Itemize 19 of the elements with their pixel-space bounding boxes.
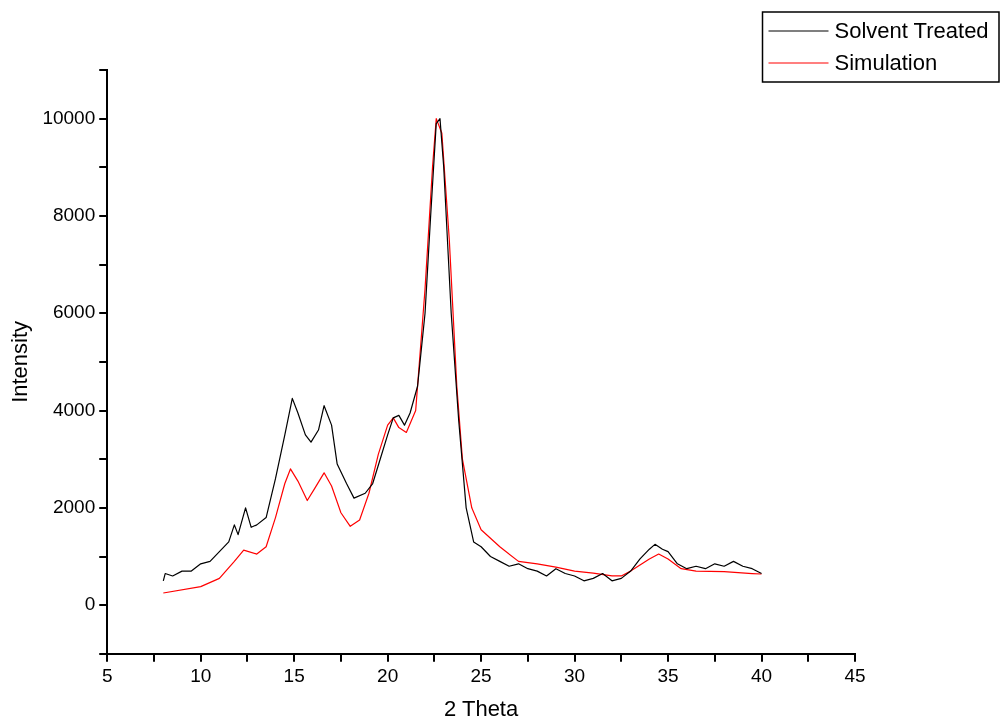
- y-tick-label: 2000: [52, 496, 96, 518]
- x-tick-label: 45: [844, 665, 866, 687]
- x-tick-label: 30: [564, 665, 586, 687]
- y-axis-title: Intensity: [7, 320, 33, 403]
- x-tick-label: 40: [750, 665, 773, 687]
- y-tick-label: 6000: [52, 301, 96, 323]
- legend-label: Solvent Treated: [834, 18, 989, 44]
- x-tick-label: 10: [190, 665, 212, 687]
- legend-label: Simulation: [834, 50, 938, 76]
- x-tick-label: 20: [377, 665, 399, 687]
- x-axis-title: 2 Theta: [444, 695, 519, 721]
- y-tick-label: 10000: [42, 106, 96, 128]
- y-tick-label: 0: [84, 593, 96, 615]
- x-tick-label: 15: [283, 665, 305, 687]
- x-tick-label: 35: [657, 665, 679, 687]
- x-tick-label: 25: [470, 665, 492, 687]
- y-tick-label: 4000: [52, 398, 96, 420]
- x-tick-label: 5: [101, 665, 113, 687]
- y-tick-label: 8000: [52, 204, 96, 226]
